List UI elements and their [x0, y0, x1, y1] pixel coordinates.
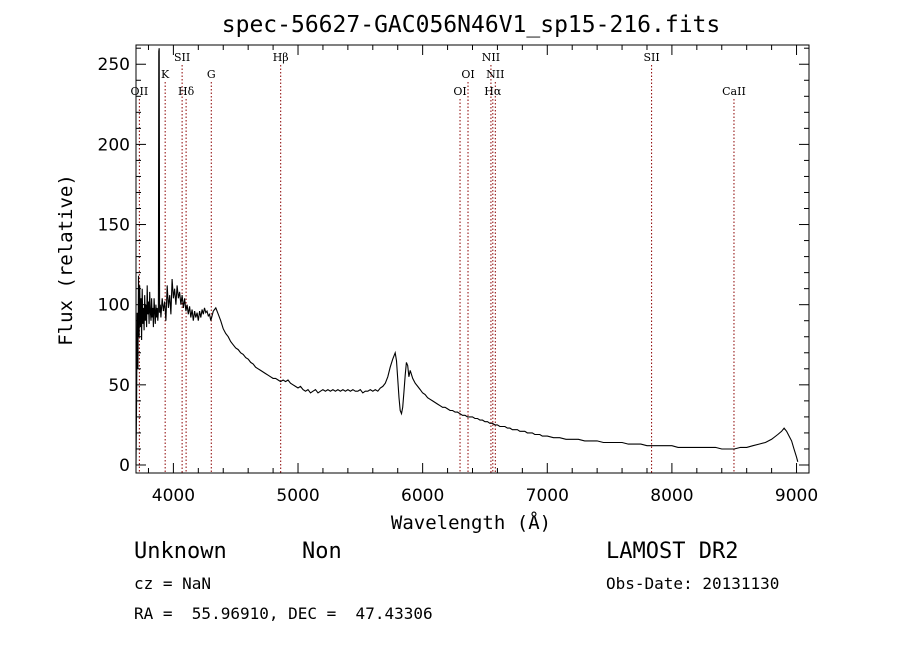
x-tick-label: 5000 — [276, 486, 319, 506]
subclass-label: Non — [302, 539, 342, 564]
x-tick-label: 4000 — [152, 486, 195, 506]
spectral-line-label: OI — [461, 68, 474, 81]
y-tick-label: 250 — [98, 55, 130, 75]
cz-label: cz = NaN — [134, 574, 212, 593]
y-tick-label: 150 — [98, 216, 130, 236]
obs-date-label: Obs-Date: 20131130 — [606, 574, 780, 593]
spectral-line-label: SII — [174, 51, 190, 64]
y-tick-label: 100 — [98, 296, 130, 316]
class-label: Unknown — [134, 539, 227, 564]
spectrum-curve — [135, 48, 799, 466]
y-tick-label: 50 — [108, 376, 130, 396]
spectral-line-label: NII — [482, 51, 500, 64]
y-axis-label: Flux (relative) — [55, 174, 77, 346]
x-axis-label: Wavelength (Å) — [391, 511, 551, 534]
x-axis-ticks: 4000 5000 6000 7000 8000 9000 — [147, 45, 818, 506]
spectral-line-label: OI — [453, 85, 466, 98]
y-tick-label: 200 — [98, 135, 130, 155]
x-tick-label: 8000 — [650, 486, 693, 506]
x-tick-label: 7000 — [526, 486, 569, 506]
survey-label: LAMOST DR2 — [606, 539, 739, 564]
spectral-line-labels: OII K SII Hδ G Hβ OI OI NII Hα NII SII CaII — [131, 51, 746, 98]
coords-label: RA = 55.96910, DEC = 47.43306 — [134, 604, 433, 623]
spectral-line-label: G — [207, 68, 216, 81]
spectral-line-label: K — [161, 68, 170, 81]
x-tick-label: 9000 — [775, 486, 818, 506]
spectral-line-label: Hα — [484, 85, 502, 98]
y-tick-label: 0 — [119, 456, 130, 476]
y-axis-ticks: 0 50 100 150 200 250 — [98, 47, 809, 476]
spectral-line-label: Hδ — [178, 85, 195, 98]
spectral-line-label: Hβ — [273, 51, 289, 64]
spectral-line-label: OII — [131, 85, 149, 98]
spectral-line-label: SII — [643, 51, 659, 64]
x-tick-label: 6000 — [401, 486, 444, 506]
spectral-line-markers — [138, 65, 735, 473]
spectral-line-label: NII — [486, 68, 504, 81]
chart-title: spec-56627-GAC056N46V1_sp15-216.fits — [222, 12, 721, 38]
spectral-line-label: CaII — [722, 85, 746, 98]
plot-frame — [135, 44, 810, 474]
